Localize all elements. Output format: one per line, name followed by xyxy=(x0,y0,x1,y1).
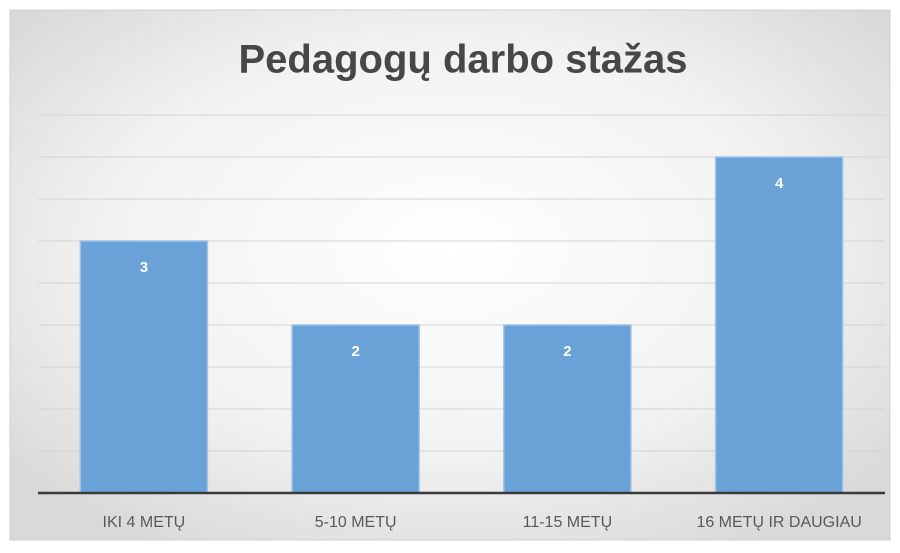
bar xyxy=(714,156,844,494)
data-label: 2 xyxy=(351,343,359,360)
bar xyxy=(79,240,209,494)
x-tick-label: IKI 4 METŲ xyxy=(103,514,186,531)
data-label: 4 xyxy=(775,175,784,192)
chart-title: Pedagogų darbo stažas xyxy=(239,38,688,82)
data-label: 3 xyxy=(140,259,148,276)
x-tick-label: 16 METŲ IR DAUGIAU xyxy=(696,514,861,531)
x-tick-label: 11-15 METŲ xyxy=(523,514,613,531)
x-tick-label: 5-10 METŲ xyxy=(315,514,397,531)
data-label: 2 xyxy=(563,343,571,360)
bar xyxy=(291,324,420,494)
